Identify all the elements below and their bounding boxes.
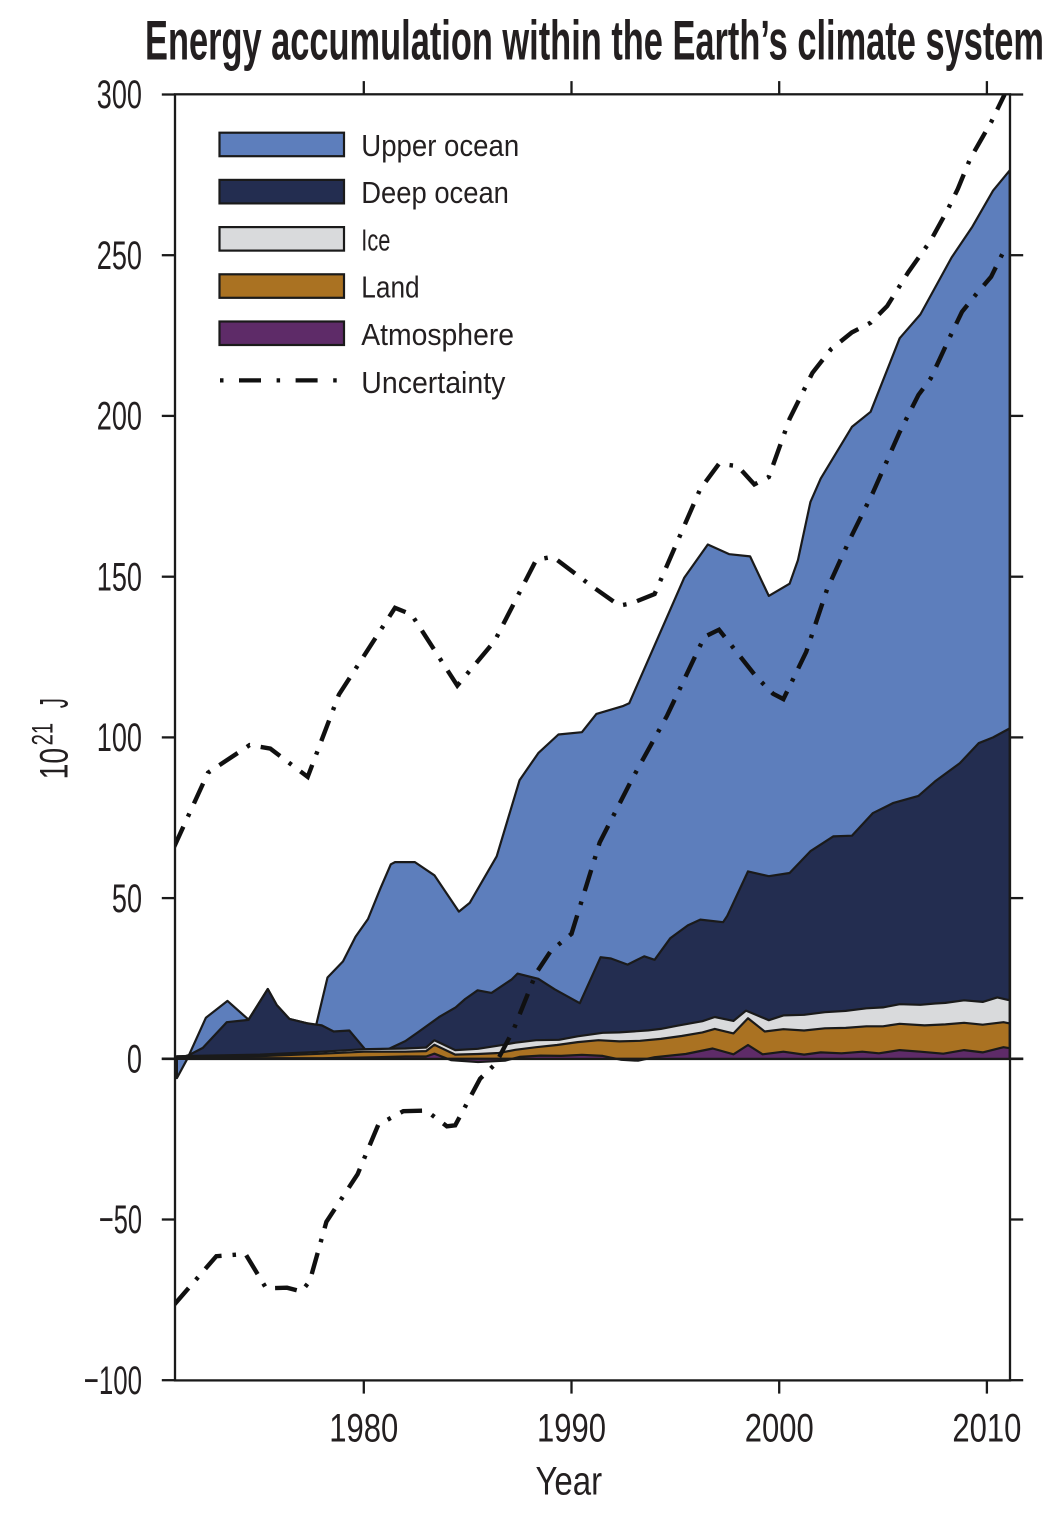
svg-text:1990: 1990 xyxy=(537,1407,606,1451)
svg-text:300: 300 xyxy=(97,73,142,117)
svg-text:Energy accumulation within the: Energy accumulation within the Earth’s c… xyxy=(145,9,1044,72)
svg-text:Year: Year xyxy=(535,1460,602,1504)
svg-text:Atmosphere: Atmosphere xyxy=(361,317,514,352)
svg-text:1980: 1980 xyxy=(329,1407,398,1451)
svg-text:200: 200 xyxy=(97,395,142,439)
svg-text:50: 50 xyxy=(112,877,142,921)
svg-text:Upper ocean: Upper ocean xyxy=(361,128,519,163)
svg-text:0: 0 xyxy=(127,1038,142,1082)
svg-text:Land: Land xyxy=(361,270,419,305)
svg-text:−100: −100 xyxy=(84,1359,142,1403)
svg-text:2010: 2010 xyxy=(952,1407,1021,1451)
svg-text:−50: −50 xyxy=(99,1198,142,1242)
svg-text:J: J xyxy=(32,698,76,708)
svg-text:21: 21 xyxy=(26,723,59,746)
svg-text:2000: 2000 xyxy=(745,1407,814,1451)
svg-text:Uncertainty: Uncertainty xyxy=(361,365,506,400)
svg-text:100: 100 xyxy=(97,716,142,760)
svg-text:10: 10 xyxy=(32,748,76,780)
svg-text:Deep ocean: Deep ocean xyxy=(361,175,509,210)
svg-text:150: 150 xyxy=(97,555,142,599)
svg-text:Ice: Ice xyxy=(361,222,390,257)
svg-text:250: 250 xyxy=(97,234,142,278)
